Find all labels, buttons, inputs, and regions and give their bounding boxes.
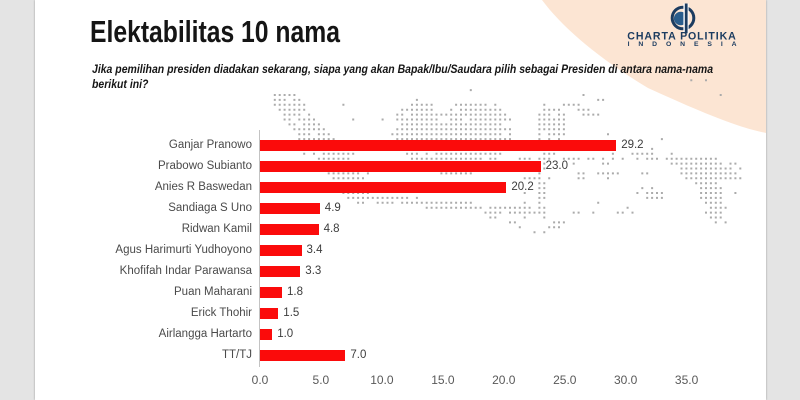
svg-text:CHARTA POLITIKA: CHARTA POLITIKA <box>627 31 736 43</box>
svg-text:INDONESIA: INDONESIA <box>628 41 746 48</box>
